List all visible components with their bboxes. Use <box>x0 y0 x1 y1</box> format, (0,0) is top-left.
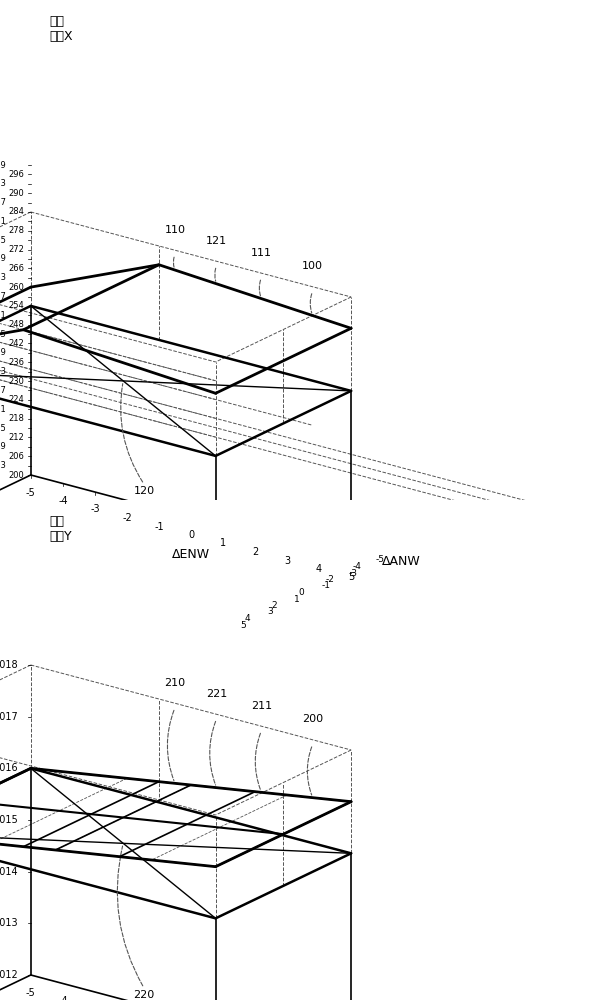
Text: 2: 2 <box>252 547 258 557</box>
Text: 212: 212 <box>9 433 25 442</box>
Text: 221: 221 <box>206 689 227 699</box>
Text: 3: 3 <box>284 556 290 566</box>
Text: 203: 203 <box>0 461 6 470</box>
Text: 0,018: 0,018 <box>0 660 18 670</box>
Text: 218: 218 <box>9 414 25 423</box>
Text: 111: 111 <box>251 248 272 258</box>
Text: 257: 257 <box>0 292 6 301</box>
Text: 269: 269 <box>0 254 6 263</box>
Text: -4: -4 <box>58 996 68 1000</box>
Text: 200: 200 <box>9 471 25 480</box>
Text: 239: 239 <box>0 348 6 357</box>
Text: 284: 284 <box>9 207 25 216</box>
Text: ΔENW: ΔENW <box>172 548 210 560</box>
Text: 3: 3 <box>267 607 273 616</box>
Text: 248: 248 <box>9 320 25 329</box>
Text: 120: 120 <box>134 486 155 496</box>
Text: -5: -5 <box>26 988 36 998</box>
Text: -5: -5 <box>26 488 36 497</box>
Text: 1: 1 <box>220 538 226 548</box>
Text: 0: 0 <box>188 530 194 540</box>
Text: 0: 0 <box>299 588 304 597</box>
Text: 0,012: 0,012 <box>0 970 18 980</box>
Text: 信号
频率X: 信号 频率X <box>49 15 73 43</box>
Text: -4: -4 <box>58 496 68 506</box>
Text: 0,016: 0,016 <box>0 763 18 773</box>
Text: 296: 296 <box>9 170 25 179</box>
Text: -4: -4 <box>353 562 362 571</box>
Text: -5: -5 <box>376 556 385 564</box>
Text: 2: 2 <box>272 601 277 610</box>
Text: 266: 266 <box>9 264 25 273</box>
Text: 263: 263 <box>0 273 6 282</box>
Text: 100: 100 <box>302 261 323 271</box>
Text: 4: 4 <box>316 564 322 574</box>
Text: ΔANW: ΔANW <box>382 555 421 568</box>
Text: 251: 251 <box>0 311 6 320</box>
Text: 221: 221 <box>0 405 6 414</box>
Text: 0,014: 0,014 <box>0 867 18 877</box>
Text: 5: 5 <box>240 620 246 630</box>
Text: 1: 1 <box>294 594 300 603</box>
Text: 215: 215 <box>0 424 6 433</box>
Text: 227: 227 <box>0 386 6 395</box>
Text: 281: 281 <box>0 217 6 226</box>
Text: -2: -2 <box>326 575 334 584</box>
Text: 4: 4 <box>245 614 250 623</box>
Text: 200: 200 <box>302 714 323 724</box>
Text: 206: 206 <box>9 452 25 461</box>
Text: 信号
频率Y: 信号 频率Y <box>49 515 72 543</box>
Text: 236: 236 <box>9 358 25 367</box>
Text: 254: 254 <box>9 301 25 310</box>
Text: -3: -3 <box>90 504 100 514</box>
Text: 5: 5 <box>348 572 354 582</box>
Text: 287: 287 <box>0 198 6 207</box>
Text: 121: 121 <box>206 236 227 246</box>
Text: 220: 220 <box>134 990 155 1000</box>
Text: 224: 224 <box>9 395 25 404</box>
Text: 272: 272 <box>9 245 25 254</box>
Text: 211: 211 <box>251 701 272 711</box>
Text: 290: 290 <box>9 189 25 198</box>
Text: 299: 299 <box>0 160 6 169</box>
Text: 230: 230 <box>9 377 25 386</box>
Text: 110: 110 <box>164 225 185 235</box>
Text: 278: 278 <box>9 226 25 235</box>
Text: 210: 210 <box>164 678 185 688</box>
Text: -1: -1 <box>154 522 164 532</box>
Text: 260: 260 <box>9 283 25 292</box>
Text: 0,013: 0,013 <box>0 918 18 928</box>
Text: 242: 242 <box>9 339 25 348</box>
Text: 0,017: 0,017 <box>0 712 18 722</box>
Text: -3: -3 <box>349 568 358 578</box>
Text: 275: 275 <box>0 236 6 245</box>
Text: -2: -2 <box>122 513 132 523</box>
Text: 245: 245 <box>0 330 6 339</box>
Text: 209: 209 <box>0 442 6 451</box>
Text: -1: -1 <box>322 582 331 590</box>
Text: 293: 293 <box>0 179 6 188</box>
Text: 0,015: 0,015 <box>0 815 18 825</box>
Text: 233: 233 <box>0 367 6 376</box>
